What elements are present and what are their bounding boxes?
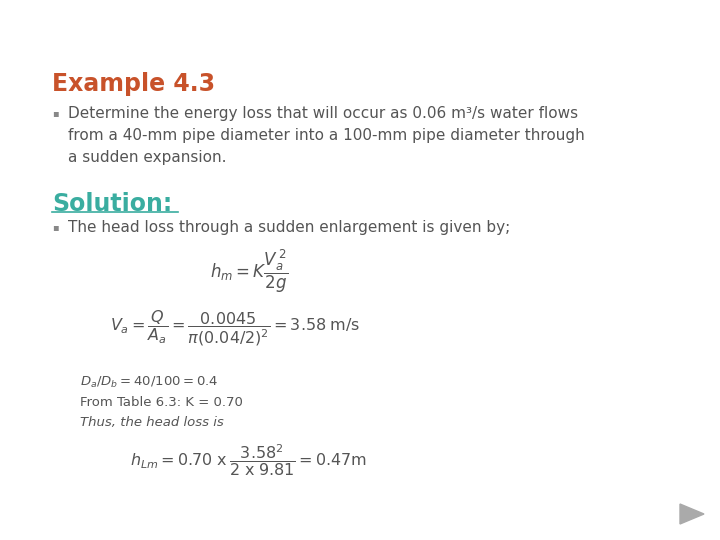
Text: The head loss through a sudden enlargement is given by;: The head loss through a sudden enlargeme… [68, 220, 510, 235]
Text: Solution:: Solution: [52, 192, 172, 216]
Text: $h_m = K\dfrac{V_a^{\,2}}{2g}$: $h_m = K\dfrac{V_a^{\,2}}{2g}$ [210, 248, 288, 295]
Text: From Table 6.3: K = 0.70: From Table 6.3: K = 0.70 [80, 396, 243, 409]
Text: Determine the energy loss that will occur as 0.06 m³/s water flows
from a 40-mm : Determine the energy loss that will occu… [68, 106, 585, 165]
Polygon shape [680, 504, 704, 524]
Text: Thus, the head loss is: Thus, the head loss is [80, 416, 224, 429]
Text: $D_a/D_b = 40/100 = 0.4$: $D_a/D_b = 40/100 = 0.4$ [80, 375, 219, 390]
Text: $V_a = \dfrac{Q}{A_a} = \dfrac{0.0045}{\pi(0.04/2)^2} = 3.58\;\mathrm{m/s}$: $V_a = \dfrac{Q}{A_a} = \dfrac{0.0045}{\… [110, 308, 360, 348]
Text: ▪: ▪ [52, 108, 58, 118]
Text: ▪: ▪ [52, 222, 58, 232]
Text: $h_{Lm} = 0.70\;\mathrm{x}\;\dfrac{3.58^2}{2\;\mathrm{x}\;9.81} = 0.47\mathrm{m}: $h_{Lm} = 0.70\;\mathrm{x}\;\dfrac{3.58^… [130, 442, 367, 478]
Text: Example 4.3: Example 4.3 [52, 72, 215, 96]
